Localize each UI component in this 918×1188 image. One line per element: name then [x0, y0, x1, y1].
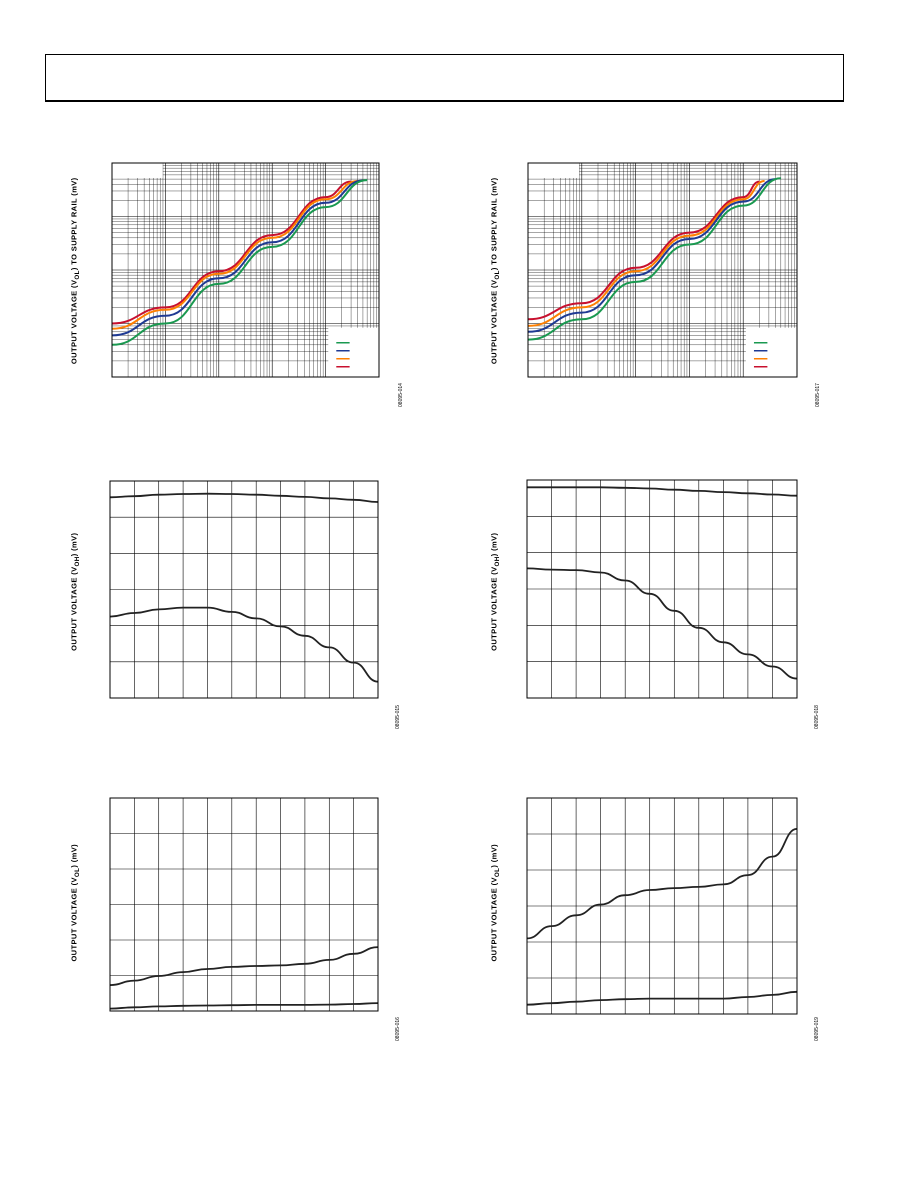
chart-top-left: [111, 162, 380, 378]
series-line-2: [526, 567, 798, 680]
plot-frame: [526, 797, 798, 1015]
figure-id-bottom-right: 08095-019: [814, 1017, 820, 1041]
grid-lines: [110, 481, 378, 698]
grid-lines: [527, 480, 797, 698]
series-line-1: [111, 180, 352, 325]
series-line-1: [109, 492, 379, 503]
figure-id-top-left: 08095-014: [398, 383, 404, 407]
grid-lines: [110, 798, 378, 1011]
y-axis-label-bottom-left: OUTPUT VOLTAGE (VOL) (mV): [69, 843, 81, 962]
series-line-1: [527, 486, 798, 497]
y-axis-label-top-right: OUTPUT VOLTAGE (VOL) TO SUPPLY RAIL (mV): [489, 177, 501, 365]
legend-area: [745, 327, 797, 377]
figure-id-middle-left: 08095-015: [395, 705, 401, 729]
series-line-2: [526, 990, 798, 1006]
series-line-2: [111, 180, 358, 330]
page-header-box: [45, 54, 844, 102]
grid-lines: [527, 798, 797, 1014]
y-axis-label-top-left: OUTPUT VOLTAGE (VOL) TO SUPPLY RAIL (mV): [69, 177, 81, 365]
series-line-1: [526, 828, 798, 940]
series-line-3: [527, 178, 776, 333]
series-line-4: [111, 179, 368, 346]
figure-id-middle-right: 08095-018: [814, 705, 820, 729]
chart-middle-right: [526, 479, 798, 699]
plot-frame: [527, 162, 798, 378]
plot-frame: [109, 797, 379, 1012]
series-line-2: [527, 180, 765, 327]
series-line-1: [109, 946, 379, 986]
plot-frame: [109, 480, 379, 699]
grid-lines: [527, 163, 797, 378]
plot-frame: [111, 162, 380, 378]
y-axis-label-middle-right: OUTPUT VOLTAGE (VOH) (mV): [489, 532, 501, 651]
legend-area: [328, 327, 379, 377]
plot-label-area: [112, 163, 163, 178]
series-line-2: [109, 606, 379, 683]
figure-id-bottom-left: 08095-016: [395, 1017, 401, 1041]
series-line-3: [111, 179, 363, 337]
series-line-2: [109, 1002, 379, 1010]
chart-middle-left: [109, 480, 379, 699]
chart-bottom-left: [109, 797, 379, 1012]
plot-label-area: [528, 163, 580, 178]
plot-frame: [526, 479, 798, 699]
y-axis-label-bottom-right: OUTPUT VOLTAGE (VOL) (mV): [489, 843, 501, 962]
y-axis-label-middle-left: OUTPUT VOLTAGE (VOH) (mV): [69, 532, 81, 651]
figure-id-top-right: 08095-017: [815, 383, 821, 407]
chart-bottom-right: [526, 797, 798, 1015]
series-line-1: [527, 180, 760, 321]
chart-top-right: [527, 162, 798, 378]
series-line-4: [527, 177, 781, 341]
